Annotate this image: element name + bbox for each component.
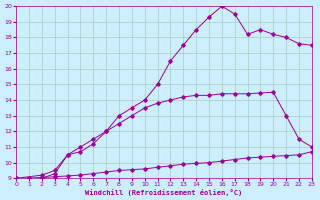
X-axis label: Windchill (Refroidissement éolien,°C): Windchill (Refroidissement éolien,°C) bbox=[85, 189, 243, 196]
